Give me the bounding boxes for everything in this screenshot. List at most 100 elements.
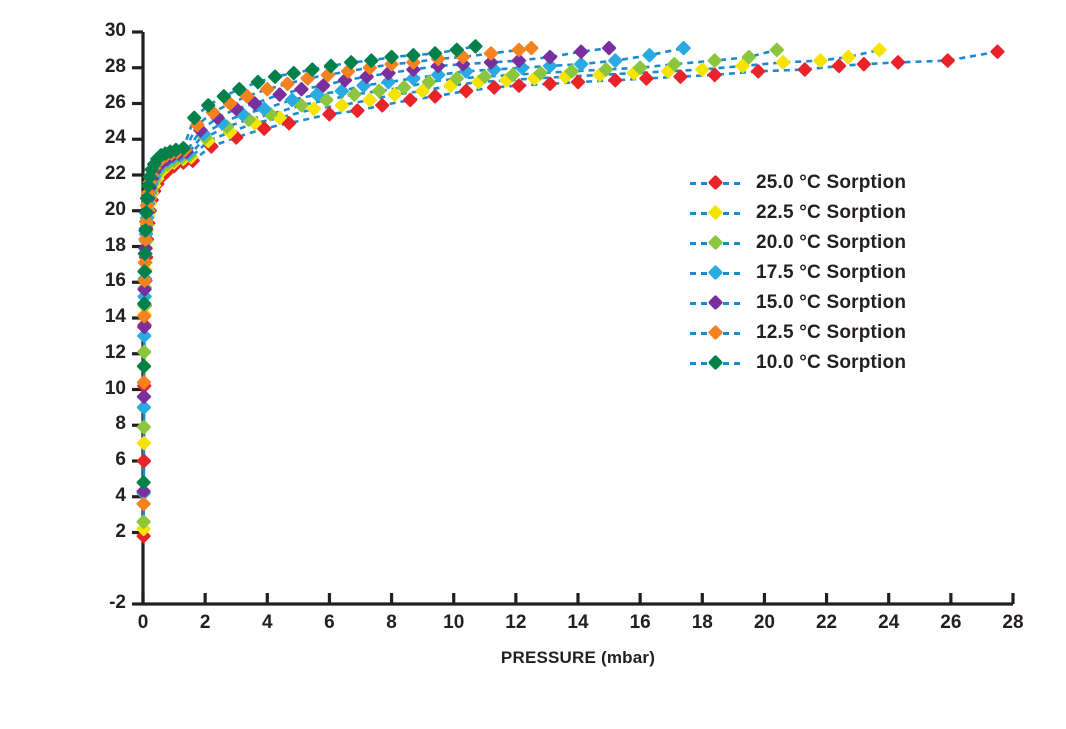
data-point	[136, 453, 152, 469]
data-point	[285, 92, 300, 108]
data-point	[372, 83, 387, 99]
legend-item-6[interactable]: 10.0 °C Sorption	[690, 348, 906, 378]
data-point	[573, 57, 589, 72]
x-tick-label: 4	[261, 612, 273, 633]
data-point	[427, 89, 443, 104]
data-point	[136, 435, 152, 451]
y-tick-label: 28	[104, 55, 126, 77]
data-point	[797, 62, 812, 77]
data-point	[890, 55, 906, 70]
data-point	[294, 82, 309, 97]
data-point	[542, 58, 558, 74]
data-point	[239, 89, 255, 104]
data-point	[483, 55, 499, 70]
data-point	[831, 58, 847, 74]
legend-item-label: 22.5 °C Sorption	[756, 202, 907, 223]
series-line-3	[142, 46, 684, 494]
data-point	[421, 74, 436, 90]
data-point	[350, 103, 365, 118]
data-point	[136, 389, 152, 404]
series-6-markers	[136, 39, 483, 490]
data-point	[406, 71, 421, 86]
data-point	[250, 74, 266, 90]
data-point	[286, 65, 301, 81]
data-point	[306, 101, 322, 117]
data-point	[676, 40, 691, 56]
data-point	[403, 92, 418, 108]
legend-swatch-icon	[690, 354, 742, 371]
data-point	[137, 296, 152, 311]
data-point	[137, 246, 153, 261]
data-point	[305, 62, 320, 77]
legend-item-1[interactable]: 22.5 °C Sorption	[690, 198, 906, 228]
data-point	[136, 359, 152, 374]
data-point	[406, 48, 421, 63]
data-point	[362, 92, 377, 108]
data-point	[309, 87, 325, 102]
data-point	[511, 78, 527, 93]
data-point	[201, 98, 216, 113]
data-point	[136, 514, 151, 529]
y-tick-label: 12	[104, 341, 126, 363]
data-point	[138, 223, 153, 238]
x-tick-label: 10	[443, 612, 465, 633]
data-point	[137, 319, 152, 335]
data-point	[769, 42, 784, 58]
legend-marker-icon	[707, 204, 724, 221]
x-tick-label: 8	[386, 612, 397, 633]
series-markers	[136, 39, 1005, 544]
data-point	[427, 46, 443, 61]
data-point	[608, 53, 623, 68]
data-point	[334, 83, 349, 99]
data-point	[841, 49, 856, 65]
data-point	[136, 475, 151, 490]
x-tick-label: 2	[199, 612, 211, 633]
data-point	[477, 69, 492, 84]
data-point	[136, 419, 152, 435]
data-point	[138, 205, 154, 220]
data-point	[415, 83, 430, 99]
data-point	[137, 273, 152, 288]
data-point	[138, 214, 154, 229]
data-point	[267, 69, 283, 84]
legend-item-5[interactable]: 12.5 °C Sorption	[690, 318, 906, 348]
y-tick-label: 8	[115, 413, 126, 435]
data-point	[598, 62, 614, 77]
data-point	[468, 39, 483, 54]
data-point	[387, 87, 402, 102]
data-point	[990, 44, 1005, 59]
y-tick-label: 26	[104, 91, 126, 113]
legend-item-label: 12.5 °C Sorption	[756, 322, 907, 343]
x-axis-tick-labels: 0 2 4 6 8 10 12 14 16 18 20 22 24 26 28	[0, 612, 1066, 652]
data-point	[459, 83, 474, 99]
data-point	[381, 74, 396, 90]
legend-item-3[interactable]: 17.5 °C Sorption	[690, 258, 906, 288]
data-point	[344, 55, 359, 70]
data-point	[137, 264, 152, 279]
legend-marker-icon	[707, 174, 724, 191]
series-2-markers	[136, 42, 784, 529]
data-point	[642, 48, 657, 63]
legend-item-label: 25.0 °C Sorption	[756, 172, 907, 193]
legend-item-2[interactable]: 20.0 °C Sorption	[690, 228, 906, 258]
y-tick-label: 20	[104, 198, 126, 220]
data-point	[673, 69, 688, 84]
legend-item-label: 20.0 °C Sorption	[756, 232, 907, 253]
data-point	[280, 76, 295, 91]
y-tick-label: 6	[115, 449, 126, 470]
data-point	[272, 87, 287, 102]
data-point	[813, 53, 828, 68]
legend-item-0[interactable]: 25.0 °C Sorption	[690, 168, 906, 198]
data-point	[260, 82, 275, 97]
data-point	[136, 496, 151, 512]
legend-item-label: 10.0 °C Sorption	[756, 352, 907, 373]
y-axis-title: H2O ADSORPTION (wt %)	[0, 0, 40, 729]
x-tick-label: 26	[940, 612, 962, 633]
legend-marker-icon	[707, 234, 724, 251]
legend-item-4[interactable]: 15.0 °C Sorption	[690, 288, 906, 318]
data-point	[608, 73, 623, 88]
data-point	[136, 484, 151, 499]
legend-item-label: 15.0 °C Sorption	[756, 292, 907, 313]
data-point	[524, 40, 539, 56]
